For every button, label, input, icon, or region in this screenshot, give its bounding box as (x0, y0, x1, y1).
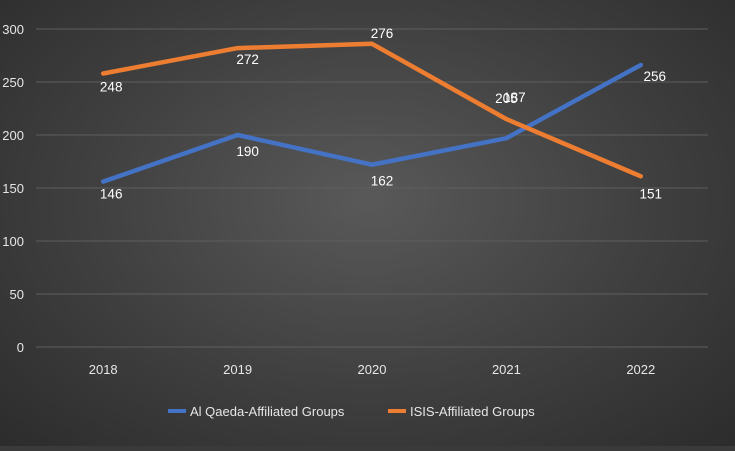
y-tick-label: 100 (2, 234, 24, 249)
x-tick-label: 2020 (358, 362, 387, 377)
data-label: 190 (236, 144, 259, 159)
data-label: 162 (371, 174, 394, 189)
x-tick-label: 2019 (223, 362, 252, 377)
data-label: 276 (371, 26, 394, 41)
data-label: 272 (236, 52, 259, 67)
series-line-isis (100, 41, 644, 179)
y-tick-label: 0 (17, 340, 24, 355)
series-line-al-qaeda (100, 62, 644, 184)
data-label: 146 (100, 187, 123, 202)
y-axis: 0 50 100 150 200 250 300 (2, 22, 24, 355)
y-tick-label: 150 (2, 181, 24, 196)
legend-label: ISIS-Affiliated Groups (410, 404, 535, 419)
y-tick-label: 250 (2, 75, 24, 90)
data-label: 151 (640, 186, 663, 201)
x-tick-label: 2021 (492, 362, 521, 377)
data-label: 187 (503, 90, 526, 105)
x-tick-label: 2018 (89, 362, 118, 377)
gridlines (36, 28, 708, 348)
x-axis: 2018 2019 2020 2021 2022 (89, 362, 656, 377)
data-label: 205 (495, 91, 518, 106)
y-tick-label: 50 (10, 287, 24, 302)
y-tick-label: 200 (2, 128, 24, 143)
data-labels: 146 190 162 187 256 248 272 276 205 151 (100, 26, 666, 202)
x-tick-label: 2022 (626, 362, 655, 377)
legend: Al Qaeda-Affiliated Groups ISIS-Affiliate… (168, 404, 535, 419)
data-label: 256 (644, 69, 667, 84)
y-tick-label: 300 (2, 22, 24, 37)
data-label: 248 (100, 80, 123, 95)
legend-label: Al Qaeda-Affiliated Groups (190, 404, 345, 419)
series-lines (100, 41, 644, 184)
